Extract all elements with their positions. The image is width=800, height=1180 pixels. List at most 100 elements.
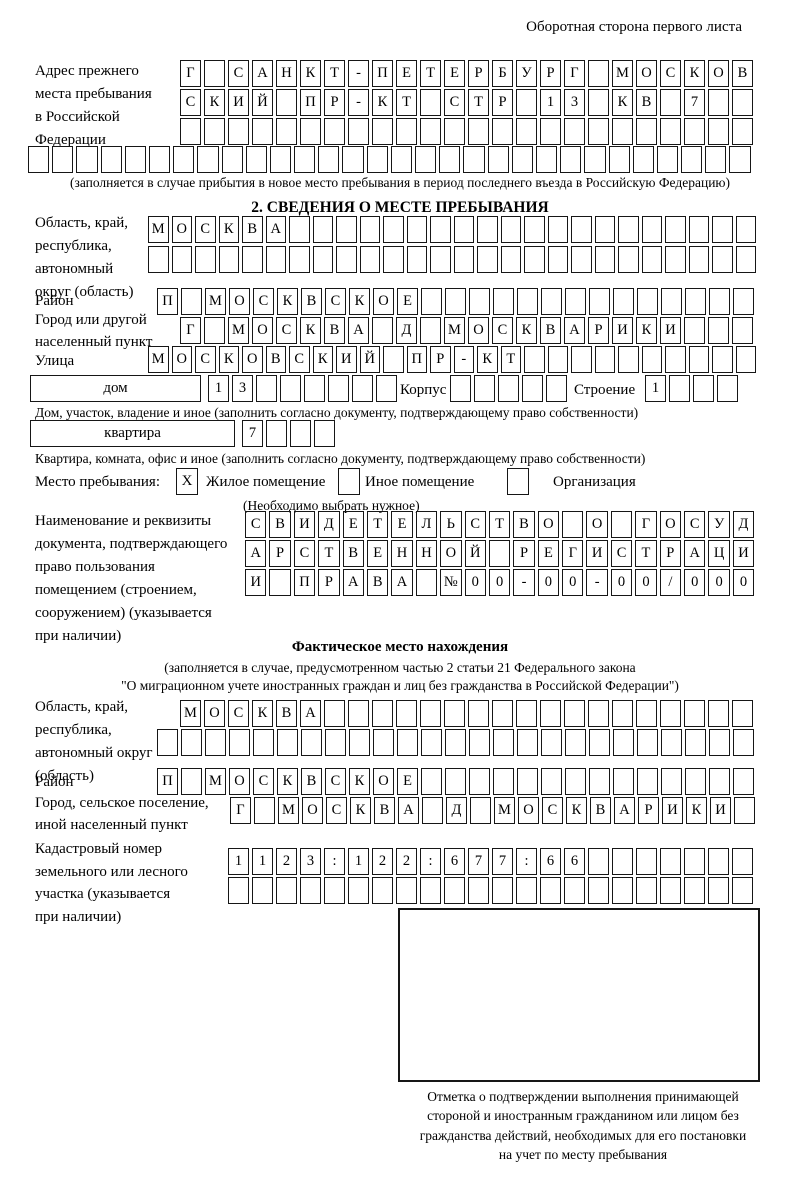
char-cell[interactable] — [469, 729, 490, 756]
char-cell[interactable]: К — [516, 317, 537, 344]
char-cell[interactable] — [468, 700, 489, 727]
char-cell[interactable]: Н — [391, 540, 413, 567]
char-cell[interactable] — [336, 246, 357, 273]
char-cell[interactable]: Р — [269, 540, 291, 567]
char-cell[interactable]: Е — [391, 511, 413, 538]
char-cell[interactable] — [684, 700, 705, 727]
char-cell[interactable] — [228, 877, 249, 904]
char-cell[interactable]: Ь — [440, 511, 462, 538]
char-cell[interactable]: / — [659, 569, 682, 596]
char-cell[interactable] — [468, 877, 489, 904]
char-cell[interactable]: К — [477, 346, 498, 373]
char-cell[interactable]: О — [229, 768, 250, 795]
char-cell[interactable] — [632, 146, 654, 173]
char-cell[interactable] — [396, 700, 417, 727]
char-cell[interactable] — [565, 768, 586, 795]
char-cell[interactable]: С — [228, 60, 249, 87]
char-cell[interactable] — [468, 118, 489, 145]
char-cell[interactable]: 1 — [540, 89, 561, 116]
char-cell[interactable] — [304, 375, 325, 402]
char-cell[interactable]: С — [276, 317, 297, 344]
char-cell[interactable] — [453, 216, 474, 243]
char-cell[interactable] — [463, 146, 485, 173]
char-cell[interactable] — [318, 146, 340, 173]
char-cell[interactable] — [524, 346, 545, 373]
char-cell[interactable]: П — [406, 346, 427, 373]
char-cell[interactable] — [252, 118, 273, 145]
char-cell[interactable]: М — [494, 797, 515, 824]
char-cell[interactable] — [618, 246, 639, 273]
char-cell[interactable]: П — [372, 60, 393, 87]
char-cell[interactable] — [148, 146, 171, 173]
char-cell[interactable]: К — [372, 89, 393, 116]
char-cell[interactable] — [430, 246, 451, 273]
char-cell[interactable] — [453, 246, 474, 273]
char-cell[interactable] — [733, 729, 754, 756]
char-cell[interactable]: С — [464, 511, 486, 538]
char-cell[interactable] — [660, 848, 681, 875]
char-cell[interactable] — [712, 346, 733, 373]
char-cell[interactable]: С — [610, 540, 633, 567]
char-cell[interactable] — [420, 877, 441, 904]
char-cell[interactable] — [612, 848, 633, 875]
char-cell[interactable] — [254, 797, 275, 824]
char-cell[interactable] — [430, 216, 451, 243]
char-cell[interactable] — [242, 246, 263, 273]
char-cell[interactable]: Р — [492, 89, 513, 116]
char-cell[interactable] — [477, 246, 498, 273]
char-cell[interactable] — [564, 877, 585, 904]
char-cell[interactable] — [245, 146, 267, 173]
char-cell[interactable] — [444, 700, 465, 727]
char-cell[interactable] — [588, 89, 609, 116]
char-cell[interactable]: О — [373, 288, 394, 315]
char-cell[interactable]: 0 — [562, 569, 584, 596]
char-cell[interactable] — [439, 146, 461, 173]
char-cell[interactable]: В — [242, 216, 263, 243]
char-cell[interactable]: И — [228, 89, 249, 116]
char-cell[interactable]: С — [492, 317, 513, 344]
char-cell[interactable]: - — [586, 569, 608, 596]
checkbox-zhiloe-pomeshchenie[interactable]: X — [176, 468, 198, 495]
char-cell[interactable]: Т — [468, 89, 489, 116]
char-cell[interactable] — [324, 118, 345, 145]
char-cell[interactable] — [269, 569, 291, 596]
char-cell[interactable] — [708, 848, 729, 875]
char-cell[interactable] — [685, 768, 706, 795]
char-cell[interactable]: А — [398, 797, 419, 824]
char-cell[interactable]: 3 — [300, 848, 321, 875]
char-cell[interactable]: Т — [488, 511, 511, 538]
char-cell[interactable]: В — [374, 797, 395, 824]
char-cell[interactable]: У — [516, 60, 537, 87]
char-cell[interactable]: С — [253, 768, 274, 795]
char-cell[interactable] — [708, 700, 729, 727]
char-cell[interactable]: Н — [276, 60, 297, 87]
char-cell[interactable]: 3 — [564, 89, 585, 116]
char-cell[interactable] — [314, 420, 335, 447]
char-cell[interactable] — [636, 700, 657, 727]
char-cell[interactable]: В — [540, 317, 561, 344]
char-cell[interactable]: А — [342, 569, 364, 596]
char-cell[interactable]: 3 — [232, 375, 253, 402]
char-cell[interactable]: К — [218, 216, 239, 243]
char-cell[interactable] — [252, 877, 273, 904]
char-cell[interactable]: - — [513, 569, 535, 596]
char-cell[interactable] — [589, 729, 610, 756]
char-cell[interactable]: В — [342, 540, 364, 567]
char-cell[interactable] — [546, 375, 567, 402]
char-cell[interactable] — [171, 246, 192, 273]
char-cell[interactable]: 7 — [492, 848, 513, 875]
char-cell[interactable] — [669, 375, 690, 402]
char-cell[interactable] — [445, 288, 466, 315]
char-cell[interactable] — [732, 118, 753, 145]
char-cell[interactable] — [420, 89, 441, 116]
char-cell[interactable]: К — [277, 768, 298, 795]
char-cell[interactable] — [148, 246, 169, 273]
char-cell[interactable] — [540, 700, 561, 727]
char-cell[interactable] — [76, 146, 98, 173]
char-cell[interactable] — [594, 216, 615, 243]
char-cell[interactable] — [656, 146, 679, 173]
char-cell[interactable] — [349, 729, 370, 756]
char-cell[interactable] — [588, 60, 609, 87]
char-cell[interactable] — [415, 569, 438, 596]
char-cell[interactable] — [493, 729, 514, 756]
